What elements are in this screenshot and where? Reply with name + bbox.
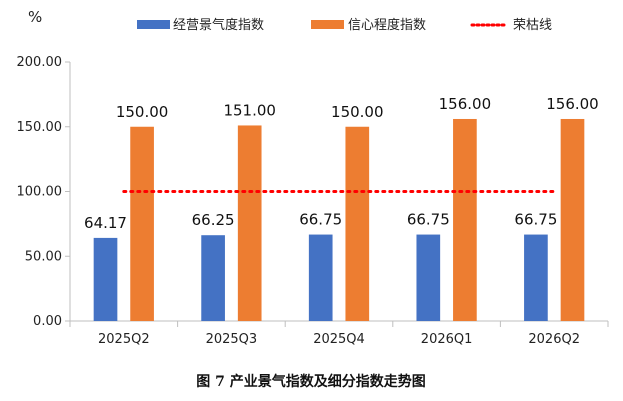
bar-series-1 [93,237,118,321]
legend-label-series-1: 经营景气度指数 [173,17,264,33]
data-label-series-1: 66.75 [514,211,557,229]
y-tick-label: 0.00 [33,314,62,329]
bar-series-1 [201,235,225,321]
y-unit-label: % [28,8,42,26]
data-labels: 64.17 66.25 66.75 66.75 66.75 150.00 151.00 150… [84,95,599,232]
figure-caption: 图 7 产业景气指数及细分指数走势图 [196,373,426,390]
bar-series-2 [560,118,585,321]
legend: 经营景气度指数 信心程度指数 荣枯线 [137,17,552,33]
data-label-series-2: 150.00 [331,103,384,121]
legend-label-series-2: 信心程度指数 [348,17,426,33]
bar-series-2 [237,125,262,321]
bar-series-1 [524,234,548,321]
x-category-label: 2025Q2 [98,332,150,347]
legend-swatch-series-1 [137,20,170,29]
x-category-label: 2025Q4 [313,332,365,347]
legend-item-reference-line: 荣枯线 [470,18,552,33]
data-label-series-2: 150.00 [116,103,169,121]
x-category-label: 2026Q1 [421,332,473,347]
x-category-label: 2026Q2 [528,332,580,347]
data-label-series-2: 151.00 [223,101,276,119]
bar-series-1 [308,234,333,321]
y-tick-label: 50.00 [25,249,62,264]
bar-series-1 [416,234,441,321]
legend-item-series-2: 信心程度指数 [311,17,426,33]
y-tick-label: 100.00 [17,185,63,200]
data-label-series-1: 66.75 [407,211,450,229]
data-label-series-2: 156.00 [439,95,492,113]
bar-series-2 [345,126,370,321]
legend-swatch-series-2 [311,20,344,29]
y-tick-label: 200.00 [17,55,63,70]
bar-series-2 [453,118,477,321]
bar-series-2 [130,126,154,321]
data-label-series-1: 66.25 [192,211,235,229]
x-category-label: 2025Q3 [206,332,258,347]
y-axis: 0.00 50.00 100.00 150.00 200.00 [17,55,71,329]
bars [93,118,585,321]
data-label-series-2: 156.00 [546,95,599,113]
data-label-series-1: 66.75 [299,211,342,229]
data-label-series-1: 64.17 [84,214,127,232]
x-axis: 2025Q2 2025Q3 2025Q4 2026Q1 2026Q2 [69,320,609,347]
legend-label-reference-line: 荣枯线 [513,18,552,33]
y-tick-label: 150.00 [17,120,63,135]
legend-item-series-1: 经营景气度指数 [137,17,264,33]
